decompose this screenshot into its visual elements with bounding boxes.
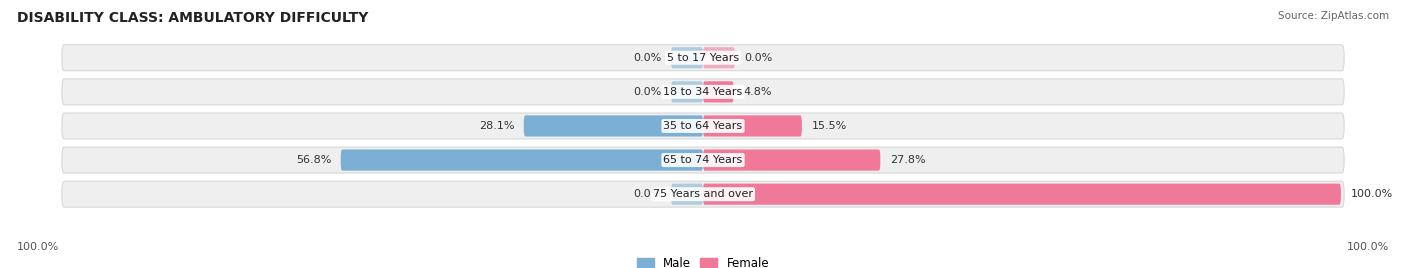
FancyBboxPatch shape [62,147,1344,173]
FancyBboxPatch shape [340,150,703,171]
Text: 18 to 34 Years: 18 to 34 Years [664,87,742,97]
Text: 56.8%: 56.8% [295,155,330,165]
FancyBboxPatch shape [62,181,1344,207]
FancyBboxPatch shape [703,184,1341,205]
Text: 0.0%: 0.0% [633,189,662,199]
Text: 0.0%: 0.0% [744,53,773,63]
FancyBboxPatch shape [703,81,734,102]
FancyBboxPatch shape [703,47,735,68]
Legend: Male, Female: Male, Female [637,257,769,268]
Text: 5 to 17 Years: 5 to 17 Years [666,53,740,63]
FancyBboxPatch shape [703,116,801,136]
FancyBboxPatch shape [671,81,703,102]
FancyBboxPatch shape [62,113,1344,139]
FancyBboxPatch shape [671,184,703,205]
FancyBboxPatch shape [62,45,1344,71]
Text: 28.1%: 28.1% [478,121,515,131]
Text: Source: ZipAtlas.com: Source: ZipAtlas.com [1278,11,1389,21]
Text: 100.0%: 100.0% [1351,189,1393,199]
Text: 35 to 64 Years: 35 to 64 Years [664,121,742,131]
Text: 100.0%: 100.0% [1347,242,1389,252]
FancyBboxPatch shape [62,79,1344,105]
FancyBboxPatch shape [671,47,703,68]
Text: 27.8%: 27.8% [890,155,925,165]
FancyBboxPatch shape [524,116,703,136]
Text: 75 Years and over: 75 Years and over [652,189,754,199]
Text: 0.0%: 0.0% [633,53,662,63]
Text: 4.8%: 4.8% [744,87,772,97]
Text: 100.0%: 100.0% [17,242,59,252]
Text: 15.5%: 15.5% [811,121,846,131]
Text: 65 to 74 Years: 65 to 74 Years [664,155,742,165]
Text: 0.0%: 0.0% [633,87,662,97]
Text: DISABILITY CLASS: AMBULATORY DIFFICULTY: DISABILITY CLASS: AMBULATORY DIFFICULTY [17,11,368,25]
FancyBboxPatch shape [703,150,880,171]
